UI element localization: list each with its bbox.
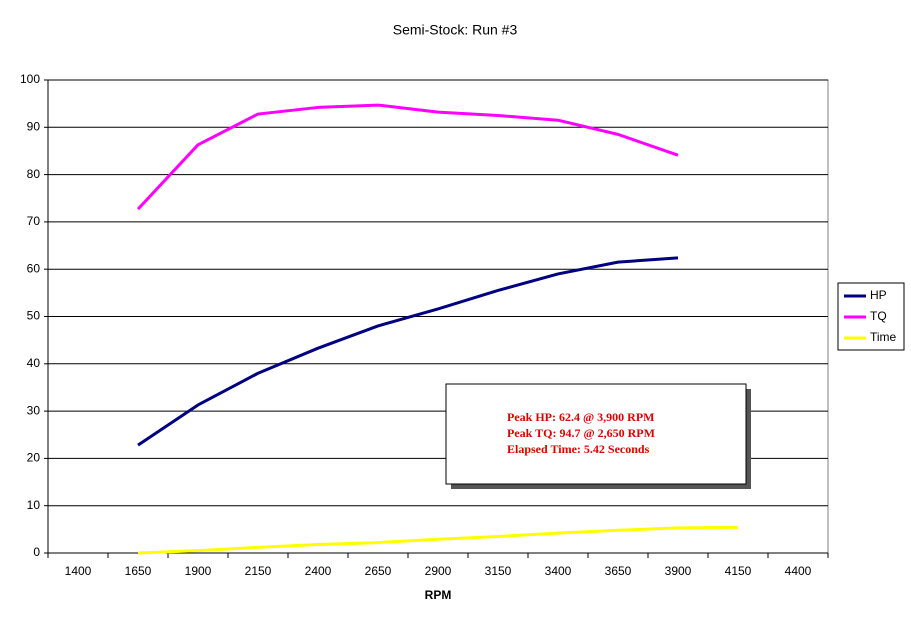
- y-tick-label: 100: [20, 72, 40, 86]
- y-tick-label: 80: [27, 167, 41, 181]
- annotation-box: [445, 383, 747, 485]
- y-tick-label: 50: [27, 309, 41, 323]
- annotation-text: Peak TQ: 94.7 @ 2,650 RPM: [507, 426, 655, 440]
- x-tick-label: 2900: [425, 564, 452, 578]
- x-tick-label: 3150: [485, 564, 512, 578]
- x-tick-label: 2400: [305, 564, 332, 578]
- x-tick-label: 3900: [665, 564, 692, 578]
- x-axis-title: RPM: [425, 588, 452, 602]
- y-tick-label: 0: [33, 545, 40, 559]
- y-tick-label: 30: [27, 403, 41, 417]
- x-tick-label: 1900: [185, 564, 212, 578]
- y-tick-label: 90: [27, 119, 41, 133]
- chart-title: Semi-Stock: Run #3: [393, 22, 518, 38]
- annotation-text: Peak HP: 62.4 @ 3,900 RPM: [507, 410, 654, 424]
- x-tick-label: 3650: [605, 564, 632, 578]
- x-tick-label: 1650: [125, 564, 152, 578]
- y-tick-label: 40: [27, 356, 41, 370]
- x-tick-label: 4400: [785, 564, 812, 578]
- legend-label: Time: [870, 330, 897, 344]
- annotation-text: Elapsed Time: 5.42 Seconds: [507, 442, 650, 456]
- x-tick-label: 3400: [545, 564, 572, 578]
- x-tick-label: 1400: [65, 564, 92, 578]
- series-line: [137, 256, 679, 447]
- y-tick-label: 70: [27, 214, 41, 228]
- series-line: [136, 103, 679, 211]
- x-tick-label: 4150: [725, 564, 752, 578]
- legend-label: HP: [870, 288, 887, 302]
- y-tick-label: 20: [27, 451, 41, 465]
- x-tick-label: 2650: [365, 564, 392, 578]
- y-tick-label: 60: [27, 261, 41, 275]
- y-tick-label: 10: [27, 498, 41, 512]
- legend-label: TQ: [870, 309, 887, 323]
- series-line: [137, 525, 739, 555]
- x-tick-label: 2150: [245, 564, 272, 578]
